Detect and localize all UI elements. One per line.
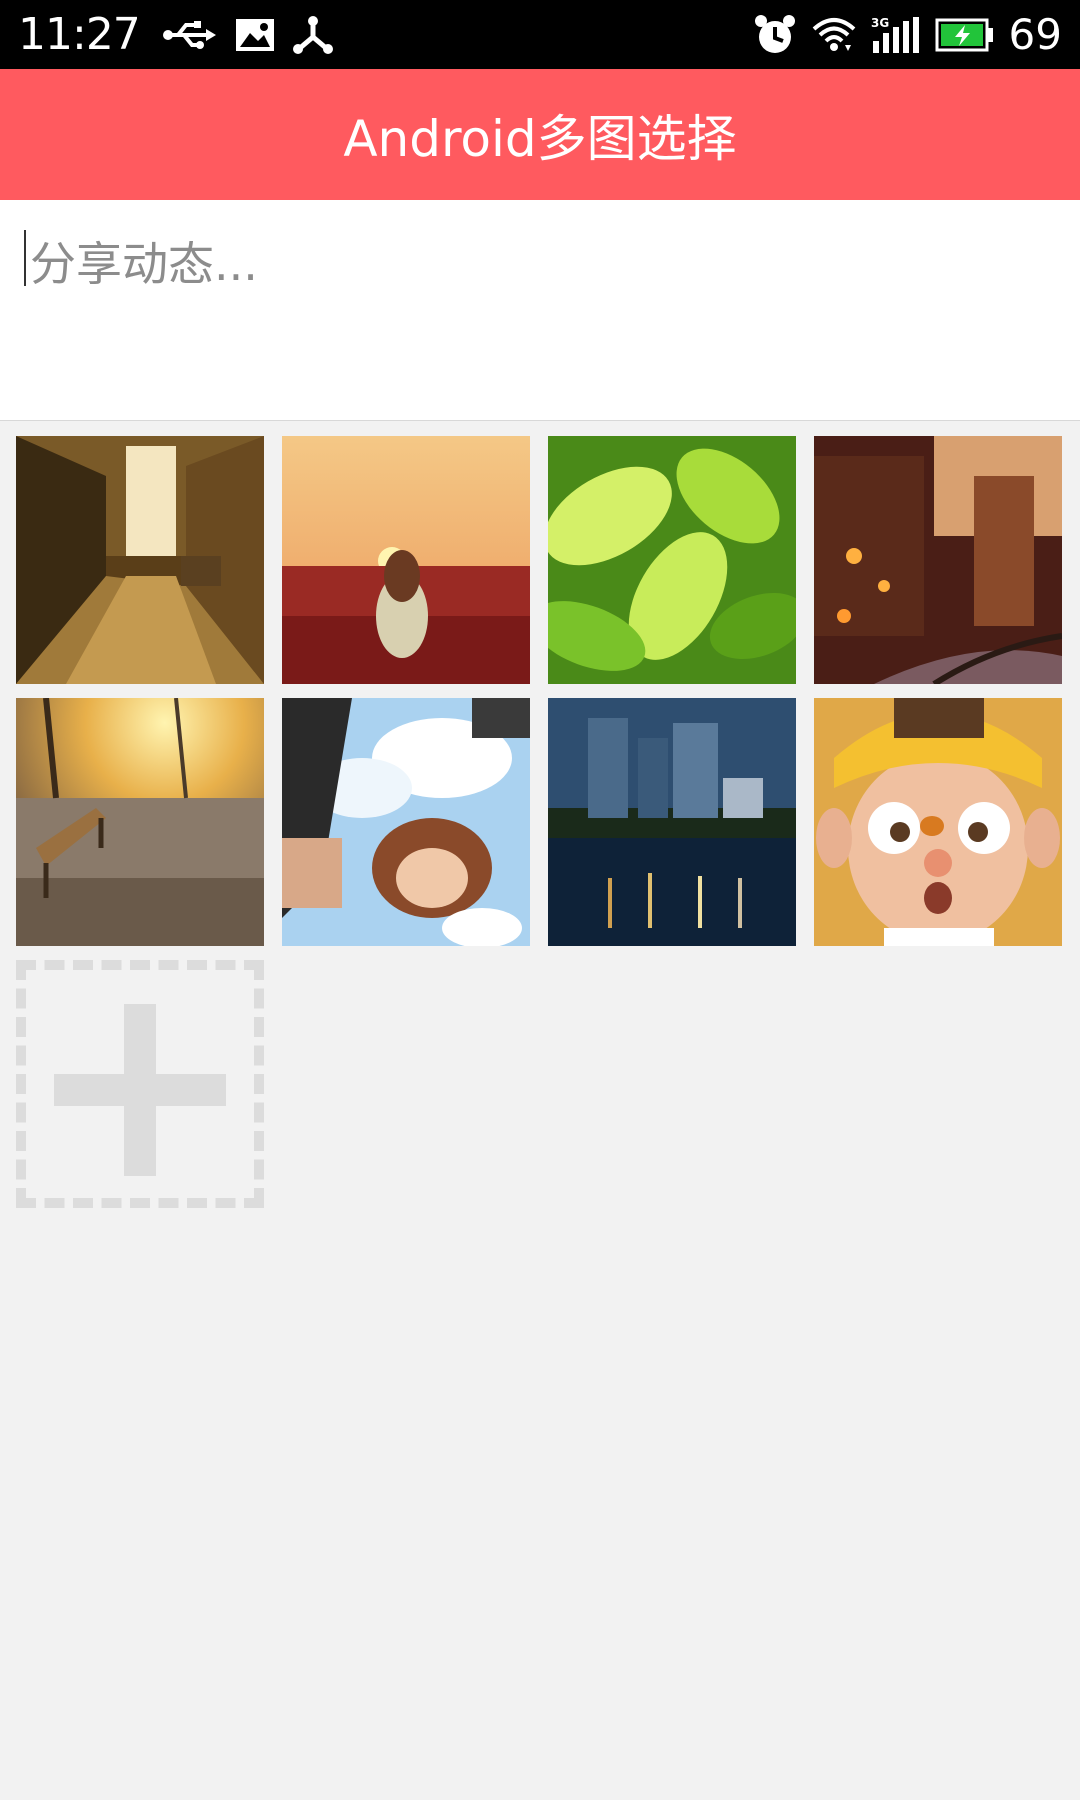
share-icon	[292, 15, 334, 55]
wifi-icon	[811, 15, 857, 55]
svg-text:3G: 3G	[871, 16, 889, 30]
image-icon	[234, 17, 276, 53]
alarm-icon	[753, 13, 797, 57]
status-left: 11:27	[18, 9, 350, 60]
photo-cartoon-boy[interactable]	[814, 698, 1062, 946]
title-bar: Android多图选择	[0, 69, 1080, 200]
plus-icon-vertical	[124, 1004, 156, 1176]
status-time: 11:27	[18, 9, 141, 60]
photo-anime-character[interactable]	[282, 698, 530, 946]
page-title: Android多图选择	[343, 109, 737, 168]
compose-area	[0, 200, 1080, 421]
status-right: 3G 69	[739, 10, 1062, 59]
share-input[interactable]	[24, 228, 1050, 388]
signal-3g-icon: 3G	[871, 15, 921, 55]
photo-city-night[interactable]	[548, 698, 796, 946]
battery-level: 69	[1008, 10, 1062, 59]
photo-sunset-bench[interactable]	[16, 698, 264, 946]
photo-girl-flowers[interactable]	[282, 436, 530, 684]
status-bar: 11:27	[0, 0, 1080, 69]
photo-fantasy-town[interactable]	[814, 436, 1062, 684]
text-caret	[24, 230, 26, 286]
photo-green-leaves[interactable]	[548, 436, 796, 684]
add-photo-button[interactable]	[16, 960, 264, 1208]
photo-alley[interactable]	[16, 436, 264, 684]
usb-icon	[162, 17, 218, 53]
battery-icon	[935, 18, 995, 52]
